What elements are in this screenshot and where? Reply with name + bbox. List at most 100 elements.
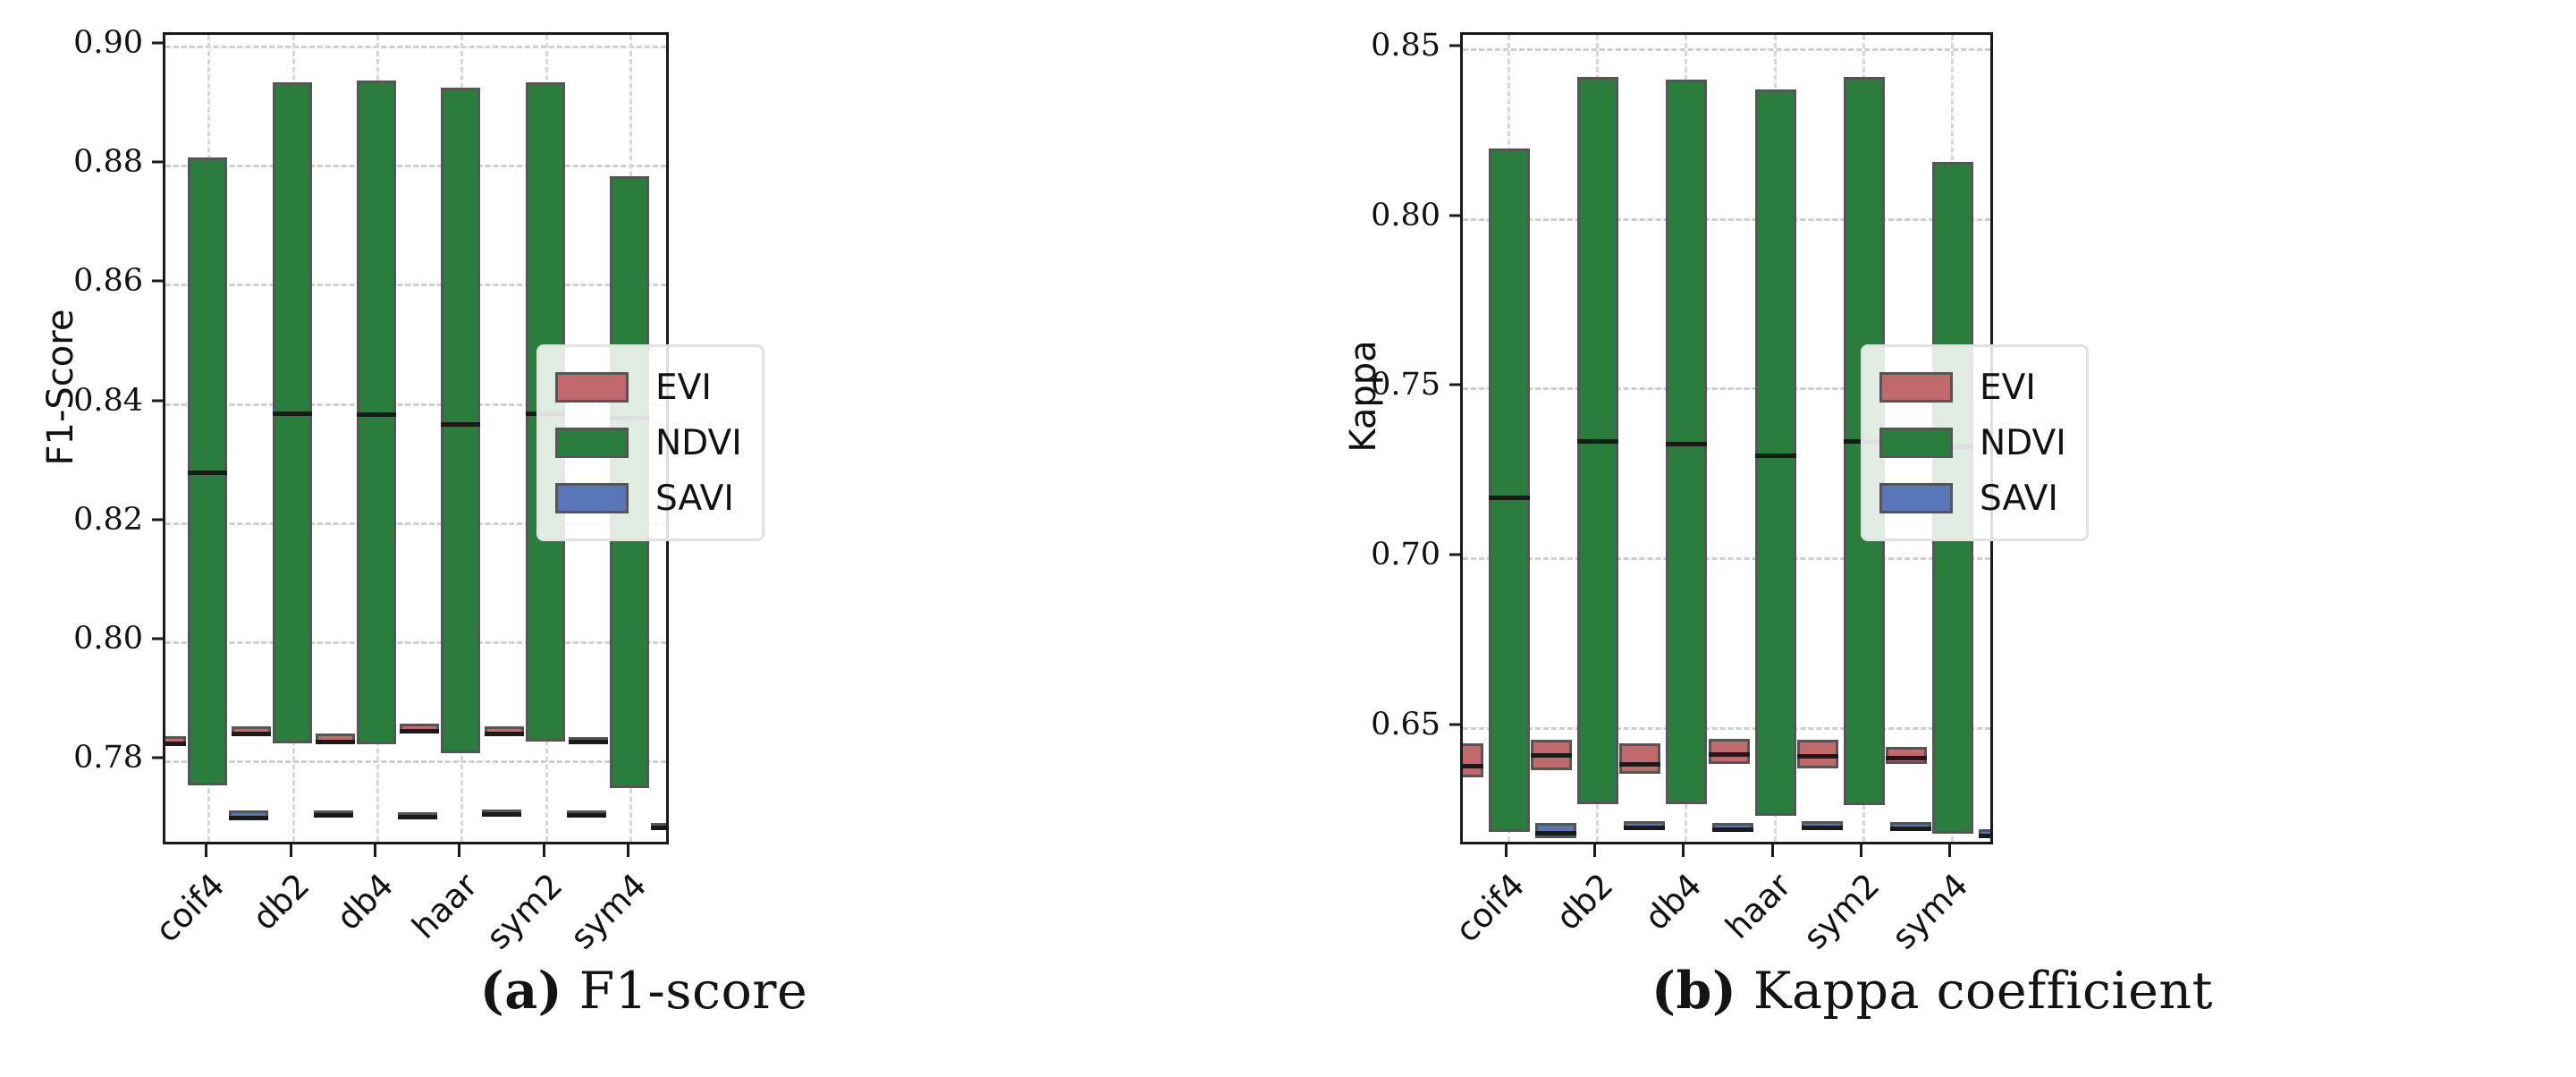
median-line	[1797, 753, 1838, 759]
legend-label-evi: EVI	[1980, 367, 2036, 408]
x-tick-mark	[1860, 844, 1862, 857]
box-savi-db4	[397, 811, 437, 819]
y-tick-mark	[1449, 553, 1460, 556]
caption-prefix-b: (b)	[1651, 961, 1737, 1021]
median-line	[1624, 826, 1665, 831]
median-line	[1979, 833, 1990, 838]
median-line	[441, 421, 481, 427]
gridline-horizontal	[1463, 217, 1990, 221]
y-tick-label: 0.82	[73, 501, 143, 538]
median-line	[1534, 830, 1576, 835]
legend-item-savi[interactable]: SAVI	[555, 471, 742, 526]
box-evi-haar	[1708, 739, 1750, 765]
caption-text-b: Kappa coefficient	[1736, 962, 2213, 1021]
y-axis-ticks-panel-a: 0.90 0.88 0.86 0.84 0.82 0.80 0.78	[0, 0, 163, 844]
panel-kappa: 0.85 0.80 0.75 0.70 0.65 Kappa coif4 db2 db4 ha…	[1288, 0, 2576, 1077]
median-line	[356, 412, 396, 418]
median-line	[188, 471, 228, 476]
gridline-horizontal	[1463, 387, 1990, 391]
legend-label-ndvi: NDVI	[1980, 422, 2066, 463]
legend-item-evi[interactable]: EVI	[555, 360, 742, 415]
box-evi-db4	[1619, 742, 1661, 775]
legend-swatch-ndvi	[555, 428, 629, 458]
legend-swatch-ndvi	[1879, 428, 1953, 458]
box-evi-coif4	[165, 736, 187, 746]
legend-swatch-savi	[1879, 483, 1953, 513]
y-axis-ticks-panel-b: 0.85 0.80 0.75 0.70 0.65	[1288, 0, 1460, 844]
median-line	[397, 814, 437, 819]
x-tick-mark	[289, 844, 292, 857]
median-line	[400, 728, 440, 734]
box-savi-db2	[313, 810, 353, 818]
y-tick-mark	[152, 41, 163, 45]
gridline-horizontal	[165, 165, 666, 168]
x-tick-mark	[205, 844, 208, 857]
plot-area-panel-a	[163, 32, 669, 844]
legend-item-ndvi[interactable]: NDVI	[555, 415, 742, 471]
box-savi-sym2	[1890, 821, 1931, 832]
y-tick-label: 0.88	[73, 144, 143, 181]
box-savi-sym4	[650, 822, 666, 830]
median-line	[484, 732, 524, 737]
y-axis-label-panel-a: F1-Score	[40, 309, 81, 466]
legend-item-savi[interactable]: SAVI	[1879, 471, 2066, 526]
median-line	[1708, 752, 1750, 758]
y-tick-label: 0.85	[1371, 28, 1440, 64]
gridline-horizontal	[165, 522, 666, 525]
median-line	[482, 812, 522, 818]
legend-panel-a: EVI NDVI SAVI	[536, 344, 764, 541]
legend-label-savi: SAVI	[655, 478, 734, 519]
x-tick-mark	[373, 844, 376, 857]
median-line	[165, 741, 187, 746]
median-line	[566, 812, 606, 818]
caption-panel-a: (a) F1-score	[0, 961, 1288, 1021]
x-tick-mark	[1682, 844, 1685, 857]
y-tick-mark	[152, 399, 163, 403]
median-line	[568, 740, 608, 745]
panel-f1-score: 0.90 0.88 0.86 0.84 0.82 0.80 0.78 F1-Score co…	[0, 0, 1288, 1021]
box-evi-db2	[231, 725, 271, 737]
median-line	[1754, 453, 1796, 458]
median-line	[313, 812, 353, 818]
median-line	[229, 816, 269, 821]
legend-item-ndvi[interactable]: NDVI	[1879, 415, 2066, 471]
x-tick-mark	[1593, 844, 1596, 857]
x-tick-mark	[458, 844, 461, 857]
box-ndvi-db4	[356, 80, 396, 745]
box-savi-haar	[482, 810, 522, 818]
y-tick-mark	[1449, 383, 1460, 386]
gridline-horizontal	[1463, 48, 1990, 52]
median-line	[1886, 755, 1928, 760]
box-ndvi-haar	[441, 87, 481, 754]
box-ndvi-db2	[272, 82, 312, 744]
median-line	[1666, 442, 1708, 447]
gridline-horizontal	[165, 45, 666, 48]
gridline-horizontal	[165, 284, 666, 287]
legend-item-evi[interactable]: EVI	[1879, 360, 2066, 415]
legend-label-savi: SAVI	[1980, 478, 2058, 519]
x-tick-mark	[1948, 844, 1952, 857]
box-evi-db4	[315, 734, 355, 744]
caption-prefix-a: (a)	[479, 961, 563, 1021]
box-savi-coif4	[229, 810, 269, 821]
box-evi-sym4	[1886, 747, 1928, 764]
legend-swatch-savi	[555, 483, 629, 513]
median-line	[1488, 495, 1530, 500]
gridline-horizontal	[1463, 557, 1990, 561]
x-tick-mark	[1770, 844, 1774, 857]
x-tick-mark	[626, 844, 629, 857]
median-line	[650, 825, 666, 830]
gridline-horizontal	[165, 641, 666, 645]
median-line	[1577, 439, 1618, 445]
y-tick-label: 0.75	[1371, 367, 1440, 403]
y-tick-label: 0.80	[73, 621, 143, 657]
median-line	[1531, 753, 1572, 759]
legend-panel-b: EVI NDVI SAVI	[1861, 344, 2089, 541]
y-tick-label: 0.80	[1371, 197, 1440, 233]
y-tick-label: 0.70	[1371, 537, 1440, 573]
median-line	[231, 732, 271, 737]
y-tick-label: 0.86	[73, 263, 143, 300]
box-evi-db2	[1531, 740, 1572, 771]
legend-swatch-evi	[555, 372, 629, 403]
